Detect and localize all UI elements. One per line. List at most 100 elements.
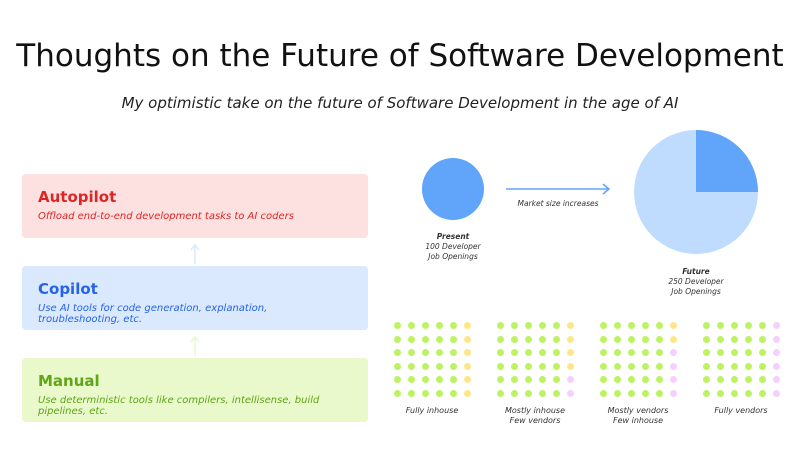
dot-green <box>394 349 401 356</box>
level-description: Offload end-to-end development tasks to … <box>38 211 294 222</box>
grid-label-line2: Few vendors <box>509 416 561 426</box>
present-label: Present <box>436 232 470 241</box>
dot-green <box>656 389 663 397</box>
dot-green <box>553 335 560 343</box>
dot-green <box>511 322 518 329</box>
dot-green <box>656 376 663 383</box>
dot-green <box>745 376 752 383</box>
dot-green <box>759 376 766 383</box>
dot-pink <box>670 349 677 356</box>
future-label: Future <box>682 267 710 276</box>
dot-pink <box>773 335 780 343</box>
grid-label-line1: Mostly inhouse <box>504 406 566 415</box>
dot-green <box>600 335 607 343</box>
present-caption: Present 100 Developer Job Openings <box>403 232 503 261</box>
dot-green <box>539 335 546 343</box>
dot-green <box>511 376 518 383</box>
dot-green <box>450 389 457 397</box>
dot-yellow <box>567 322 574 329</box>
dot-green <box>628 349 635 356</box>
dot-green <box>614 362 621 370</box>
level-copilot: Copilot Use AI tools for code generation… <box>22 266 368 330</box>
dot-green <box>600 376 607 383</box>
dot-green <box>731 322 738 329</box>
dot-green <box>408 376 415 383</box>
dot-green <box>628 322 635 329</box>
dot-green <box>408 389 415 397</box>
dot-green <box>539 389 546 397</box>
dot-green <box>759 349 766 356</box>
dot-green <box>703 335 710 343</box>
dot-green <box>642 376 649 383</box>
level-title: Copilot <box>38 280 98 298</box>
dot-green <box>511 335 518 343</box>
dot-green <box>525 322 532 329</box>
level-description: Use deterministic tools like compilers, … <box>38 395 320 417</box>
dot-green <box>450 349 457 356</box>
dot-green <box>525 362 532 370</box>
dot-green <box>553 322 560 329</box>
dot-green <box>553 389 560 397</box>
dot-green <box>600 362 607 370</box>
grid-label: Mostly inhouse Few vendors <box>480 406 590 427</box>
dot-green <box>731 349 738 356</box>
dot-green <box>450 335 457 343</box>
arrow-up-icon <box>190 335 200 356</box>
dot-pink <box>773 362 780 370</box>
dot-green <box>436 362 443 370</box>
level-description: Use AI tools for code generation, explan… <box>38 303 268 325</box>
dot-yellow <box>670 335 677 343</box>
page-title: Thoughts on the Future of Software Devel… <box>16 38 784 74</box>
dot-green <box>717 389 724 397</box>
dot-pink <box>773 322 780 329</box>
dot-green <box>703 349 710 356</box>
grid-label: Mostly vendors Few inhouse <box>583 406 693 427</box>
present-market-circle <box>422 158 484 220</box>
dot-green <box>436 349 443 356</box>
dot-green <box>703 376 710 383</box>
dot-yellow <box>670 322 677 329</box>
dot-green <box>450 376 457 383</box>
dot-green <box>539 322 546 329</box>
dot-green <box>759 322 766 329</box>
dot-green <box>553 349 560 356</box>
dot-green <box>731 362 738 370</box>
dot-green <box>525 389 532 397</box>
dot-green <box>408 335 415 343</box>
dot-pink <box>773 349 780 356</box>
arrow-label: Market size increases <box>517 199 599 208</box>
dot-green <box>408 349 415 356</box>
dot-green <box>436 389 443 397</box>
dot-green <box>745 322 752 329</box>
dot-green <box>614 322 621 329</box>
dot-green <box>628 335 635 343</box>
arrow-right-icon <box>506 183 611 195</box>
dot-green <box>745 362 752 370</box>
level-manual: Manual Use deterministic tools like comp… <box>22 358 368 422</box>
dot-green <box>731 376 738 383</box>
dot-yellow <box>464 389 471 397</box>
dot-green <box>422 349 429 356</box>
grid-label-line1: Fully vendors <box>714 406 768 415</box>
future-caption: Future 250 Developer Job Openings <box>646 267 746 296</box>
dot-green <box>745 349 752 356</box>
dot-green <box>394 389 401 397</box>
dot-pink <box>670 362 677 370</box>
dot-green <box>703 362 710 370</box>
dot-green <box>525 376 532 383</box>
future-line2: Job Openings <box>671 286 721 296</box>
grid-label: Fully inhouse <box>377 406 487 416</box>
dot-yellow <box>567 362 574 370</box>
dot-green <box>408 322 415 329</box>
dot-green <box>600 322 607 329</box>
dot-green <box>497 389 504 397</box>
dot-green <box>614 335 621 343</box>
present-line2: Job Openings <box>428 251 478 261</box>
dot-pink <box>670 389 677 397</box>
dot-green <box>703 389 710 397</box>
dot-green <box>656 362 663 370</box>
dot-green <box>497 349 504 356</box>
grid-label-line1: Fully inhouse <box>405 406 459 415</box>
dot-green <box>436 322 443 329</box>
